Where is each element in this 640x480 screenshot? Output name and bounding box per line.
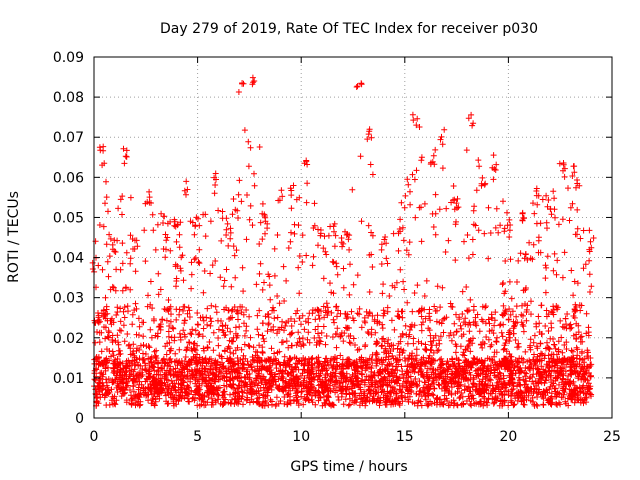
chart-title: Day 279 of 2019, Rate Of TEC Index for r…: [160, 21, 538, 37]
y-tick-label: 0.07: [53, 130, 84, 146]
y-tick-label: 0.08: [53, 90, 84, 106]
y-tick-label: 0.09: [53, 50, 84, 66]
y-tick-label: 0.03: [53, 291, 84, 307]
x-tick-label: 0: [90, 429, 99, 445]
y-tick-label: 0.04: [53, 251, 84, 267]
x-tick-label: 10: [292, 429, 310, 445]
y-tick-label: 0: [75, 411, 84, 427]
data-points: [89, 74, 597, 409]
roti-series-markers: [89, 74, 597, 409]
plot-frame: [93, 56, 613, 419]
x-tick-label: 15: [396, 429, 414, 445]
y-tick-label: 0.05: [53, 210, 84, 226]
x-axis-label: GPS time / hours: [290, 459, 407, 475]
y-axis-label: ROTI / TECUs: [6, 191, 22, 283]
x-tick-label: 20: [499, 429, 517, 445]
axes: 0 0.01 0.02 0.03 0.04 0.05 0.06 0.07 0.08 0.09 0 5 1…: [53, 50, 621, 445]
y-tick-label: 0.01: [53, 371, 84, 387]
y-tick-label: 0.06: [53, 170, 84, 186]
x-tick-label: 5: [193, 429, 202, 445]
x-tick-label: 25: [603, 429, 621, 445]
y-tick-label: 0.02: [53, 331, 84, 347]
